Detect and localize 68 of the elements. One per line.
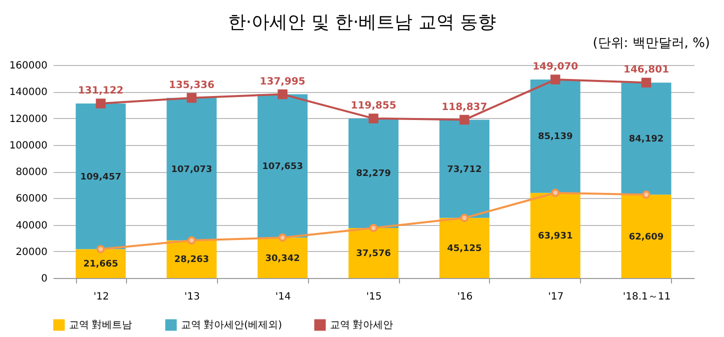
point xyxy=(550,74,560,84)
bar xyxy=(258,94,308,238)
data-label: 28,263 xyxy=(174,255,210,266)
x-tick-label: '15 xyxy=(366,292,382,302)
data-label: 149,070 xyxy=(532,62,578,73)
bar xyxy=(621,82,672,195)
data-label: 85,139 xyxy=(538,132,573,142)
y-tick-label: 100000 xyxy=(9,140,48,152)
bar xyxy=(621,194,672,278)
data-label: 135,336 xyxy=(168,80,214,91)
point xyxy=(641,78,652,88)
data-label: 107,653 xyxy=(262,162,304,172)
x-tick-label: '17 xyxy=(548,292,564,302)
chart-title: 한·아세안 및 한·베트남 교역 동향 xyxy=(226,11,498,34)
point xyxy=(96,98,106,108)
x-tick-label: '14 xyxy=(275,292,291,302)
bar xyxy=(76,103,126,250)
data-label: 119,855 xyxy=(350,100,396,112)
bar xyxy=(530,80,580,193)
y-tick-label: 120000 xyxy=(9,114,48,125)
y-tick-label: 20000 xyxy=(16,246,48,258)
y-tick-label: 0 xyxy=(41,274,48,284)
data-label: 118,837 xyxy=(442,102,488,113)
data-label: 137,995 xyxy=(260,76,306,88)
data-label: 62,609 xyxy=(628,232,664,242)
y-tick-label: 80000 xyxy=(16,167,48,178)
data-label: 21,665 xyxy=(83,260,118,270)
bar xyxy=(439,120,490,218)
data-label: 63,931 xyxy=(538,231,573,242)
data-label: 109,457 xyxy=(80,172,122,182)
data-label: 146,801 xyxy=(623,64,670,76)
y-tick-label: 60000 xyxy=(16,194,48,205)
point xyxy=(186,92,197,103)
point xyxy=(460,114,470,125)
point xyxy=(278,89,288,100)
data-label: 84,192 xyxy=(628,134,664,145)
bar xyxy=(530,192,580,278)
data-label: 131,122 xyxy=(78,85,124,96)
y-tick-label: 40000 xyxy=(16,220,48,232)
point xyxy=(551,188,560,198)
bar xyxy=(348,228,399,278)
data-label: 30,342 xyxy=(265,254,300,264)
data-label: 107,073 xyxy=(171,165,212,176)
x-tick-label: '12 xyxy=(93,292,109,302)
point xyxy=(642,190,650,199)
data-label: 73,712 xyxy=(447,164,482,175)
point xyxy=(278,233,287,242)
point xyxy=(369,224,378,232)
legend-label: 교역 對베트남 xyxy=(69,319,132,331)
legend-label: 교역 對아세안(베제외) xyxy=(181,319,282,331)
bar xyxy=(258,238,308,278)
point xyxy=(368,114,378,124)
data-label: 37,576 xyxy=(356,248,391,259)
y-tick-label: 140000 xyxy=(9,87,48,98)
x-tick-label: '13 xyxy=(184,292,200,302)
point xyxy=(460,214,469,222)
point xyxy=(187,236,196,245)
bar xyxy=(166,98,217,240)
bar xyxy=(439,218,490,278)
bar xyxy=(348,118,399,228)
x-tick-label: '16 xyxy=(457,292,473,302)
y-tick-label: 160000 xyxy=(9,60,48,72)
legend-label: 교역 對아세안 xyxy=(330,319,394,331)
point xyxy=(96,245,105,254)
x-tick-label: '18.1～11 xyxy=(622,292,671,302)
data-label: 82,279 xyxy=(356,169,391,180)
data-label: 45,125 xyxy=(447,244,482,254)
chart-subtitle: (단위: 백만달러, %) xyxy=(592,35,711,53)
